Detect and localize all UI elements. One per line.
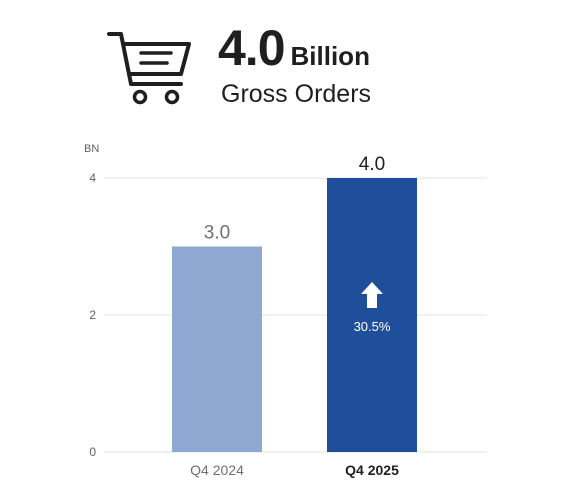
headline-number: 4.0 [218, 20, 286, 76]
headline-value: 4.0 Billion [218, 18, 370, 86]
x-tick-label: Q4 2025 [345, 462, 399, 478]
growth-label: 30.5% [354, 319, 391, 334]
y-tick-label: 0 [89, 445, 96, 459]
up-arrow-icon [361, 282, 383, 308]
data-label: 4.0 [359, 154, 385, 175]
y-tick-label: 4 [89, 171, 96, 185]
headline-unit: Billion [290, 41, 370, 71]
headline-subtitle: Gross Orders [221, 80, 372, 108]
y-tick-label: 2 [89, 308, 96, 322]
bar-q4-2025 [327, 178, 417, 452]
y-axis-label: BN [84, 143, 99, 155]
data-label: 3.0 [204, 223, 230, 244]
x-tick-label: Q4 2024 [190, 462, 244, 478]
bar-q4-2024 [172, 246, 262, 452]
shopping-cart-icon [107, 32, 191, 105]
